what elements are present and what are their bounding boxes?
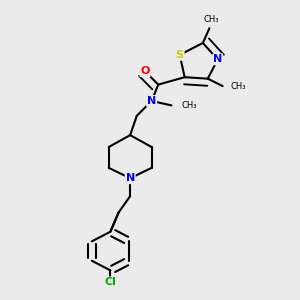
Text: CH₃: CH₃	[203, 15, 219, 24]
Text: S: S	[176, 50, 184, 60]
Text: Cl: Cl	[104, 277, 116, 287]
Text: N: N	[126, 173, 135, 183]
Text: N: N	[147, 96, 156, 106]
Text: O: O	[140, 66, 150, 76]
Text: CH₃: CH₃	[231, 82, 246, 91]
Text: CH₃: CH₃	[182, 101, 197, 110]
Text: N: N	[213, 54, 222, 64]
